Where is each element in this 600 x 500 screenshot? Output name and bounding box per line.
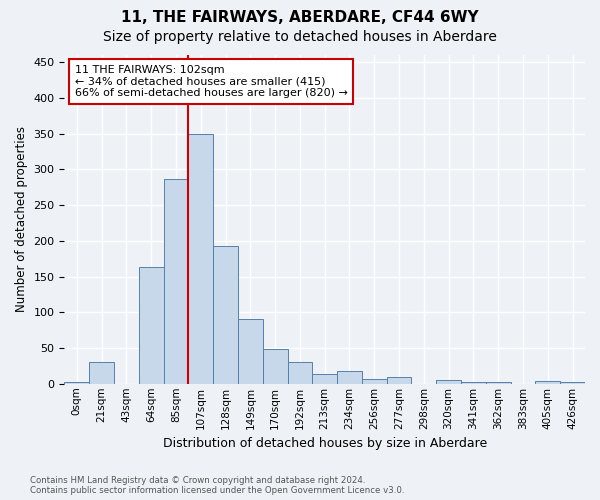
Text: Size of property relative to detached houses in Aberdare: Size of property relative to detached ho… — [103, 30, 497, 44]
Bar — [89, 362, 114, 384]
Bar — [188, 134, 213, 384]
Bar — [263, 350, 287, 384]
Bar — [337, 371, 362, 384]
Text: 11 THE FAIRWAYS: 102sqm
← 34% of detached houses are smaller (415)
66% of semi-d: 11 THE FAIRWAYS: 102sqm ← 34% of detache… — [75, 65, 347, 98]
Bar — [64, 382, 89, 384]
Bar — [436, 380, 461, 384]
Text: 11, THE FAIRWAYS, ABERDARE, CF44 6WY: 11, THE FAIRWAYS, ABERDARE, CF44 6WY — [121, 10, 479, 25]
Bar — [313, 374, 337, 384]
Bar — [362, 379, 386, 384]
Bar — [139, 268, 164, 384]
Bar — [386, 376, 412, 384]
Bar — [164, 180, 188, 384]
Bar — [486, 382, 511, 384]
Bar — [461, 382, 486, 384]
Bar — [238, 318, 263, 384]
Bar — [560, 382, 585, 384]
Bar — [535, 381, 560, 384]
Bar — [213, 246, 238, 384]
Bar — [287, 362, 313, 384]
X-axis label: Distribution of detached houses by size in Aberdare: Distribution of detached houses by size … — [163, 437, 487, 450]
Y-axis label: Number of detached properties: Number of detached properties — [15, 126, 28, 312]
Text: Contains HM Land Registry data © Crown copyright and database right 2024.
Contai: Contains HM Land Registry data © Crown c… — [30, 476, 404, 495]
